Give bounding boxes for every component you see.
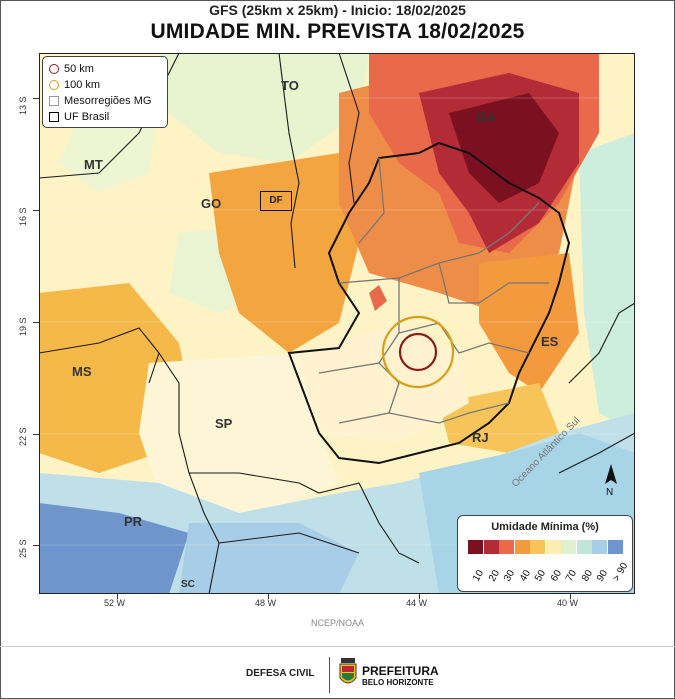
lon-tick <box>117 594 118 599</box>
humidity-field <box>39 53 635 594</box>
lon-label-44w: 44 W <box>406 598 428 608</box>
prefeitura-crest-icon <box>339 658 357 688</box>
color-scale-swatch <box>483 540 499 554</box>
lon-label-48w: 48 W <box>255 598 277 608</box>
square-icon <box>49 112 59 122</box>
state-label-pr: PR <box>124 514 143 529</box>
color-scale-legend: Umidade Mínima (%) 10 20 30 40 50 60 70 80 90 > 9… <box>457 515 633 592</box>
state-label-to: TO <box>281 78 299 93</box>
color-scale-swatch <box>530 540 545 554</box>
color-scale-swatch <box>499 540 514 554</box>
map-legend: 50 km 100 km Mesorregiões MG UF Brasil <box>42 56 168 128</box>
color-scale-swatch <box>592 540 607 554</box>
color-scale-label: 80 <box>579 568 595 584</box>
lat-tick <box>33 545 39 546</box>
lon-label-52w: 52 W <box>104 598 126 608</box>
mg-outline <box>287 141 571 465</box>
color-scale-label: 50 <box>533 568 549 584</box>
state-label-mt: MT <box>84 157 103 172</box>
legend-item-uf: UF Brasil <box>49 110 109 124</box>
map-title: UMIDADE MIN. PREVISTA 18/02/2025 <box>150 20 525 43</box>
legend-label: 50 km <box>64 63 94 75</box>
circle-icon <box>49 80 59 90</box>
color-scale-swatch <box>468 540 483 554</box>
lat-label-25s: 25 S <box>18 539 28 558</box>
color-scale-label: 90 <box>595 568 611 584</box>
color-scale-label: 40 <box>517 568 533 584</box>
state-label-es: ES <box>541 334 559 349</box>
lon-label-40w: 40 W <box>557 598 579 608</box>
color-scale-label: 60 <box>548 568 564 584</box>
color-scale-swatch <box>607 540 623 554</box>
state-label-ba: BA <box>477 110 496 125</box>
legend-item-mesorregioes: Mesorregiões MG <box>49 94 151 108</box>
state-label-sc: SC <box>181 579 195 590</box>
prefeitura-subtitle: BELO HORIZONTE <box>362 678 434 687</box>
color-scale-label: 70 <box>564 568 580 584</box>
state-label-rj: RJ <box>472 430 489 445</box>
circle-icon <box>49 64 59 74</box>
state-label-ms: MS <box>72 364 92 379</box>
lat-tick <box>33 434 39 435</box>
legend-item-100km: 100 km <box>49 78 100 92</box>
lon-tick <box>268 594 269 599</box>
legend-label: 100 km <box>64 79 101 91</box>
footer-separator <box>329 657 330 693</box>
legend-item-50km: 50 km <box>49 62 94 76</box>
map-area[interactable] <box>39 53 635 594</box>
lat-tick <box>33 322 39 323</box>
color-scale-label: 10 <box>471 568 487 584</box>
lon-tick <box>419 594 420 599</box>
north-arrow: N <box>601 462 621 502</box>
color-scale-swatch <box>576 540 592 554</box>
legend-label: UF Brasil <box>64 111 110 123</box>
data-credit: NCEP/NOAA <box>310 618 364 628</box>
state-label-sp: SP <box>215 416 233 431</box>
defesa-civil-logo: DEFESA CIVIL <box>246 668 315 679</box>
square-icon <box>49 96 59 106</box>
color-scale-swatch <box>545 540 561 554</box>
lat-tick <box>33 210 39 211</box>
state-label-go: GO <box>201 196 222 211</box>
lat-label-16s: 16 S <box>18 207 28 226</box>
color-scale-label: 20 <box>486 568 502 584</box>
color-scale-label: 30 <box>502 568 518 584</box>
state-label-df: DF <box>260 191 292 211</box>
color-scale-title: Umidade Mínima (%) <box>491 521 599 533</box>
lat-label-13s: 13 S <box>18 96 28 115</box>
legend-label: Mesorregiões MG <box>64 95 152 107</box>
radius-50km-circle <box>398 332 438 372</box>
lon-tick <box>570 594 571 599</box>
map-subtitle: GFS (25km x 25km) - Inicio: 18/02/2025 <box>209 2 466 18</box>
prefeitura-title: PREFEITURA <box>362 664 439 678</box>
color-scale-label: > 90 <box>610 560 630 584</box>
color-scale-swatch <box>561 540 576 554</box>
lat-label-19s: 19 S <box>18 317 28 336</box>
radius-100km-circle <box>381 315 455 389</box>
footer-divider <box>0 646 675 647</box>
lat-tick <box>33 98 39 99</box>
lat-label-22s: 22 S <box>18 427 28 446</box>
north-arrow-icon <box>605 464 617 484</box>
north-label: N <box>606 487 614 498</box>
color-scale-swatch <box>514 540 530 554</box>
